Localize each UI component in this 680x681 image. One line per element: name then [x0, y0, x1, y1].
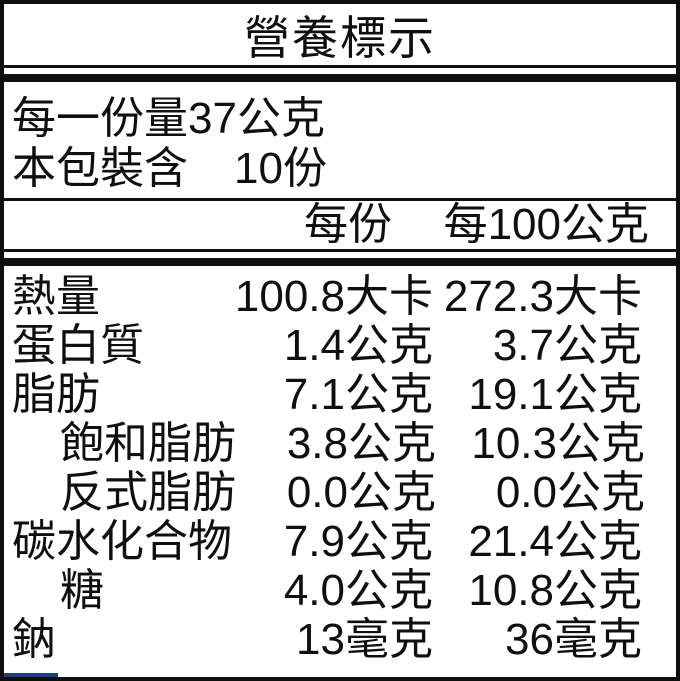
column-headers: 每份 每100公克: [12, 201, 668, 249]
nutrient-name: 反式脂肪: [60, 468, 236, 517]
per-100g-value: 10.3公克: [471, 419, 645, 468]
nutrient-name: 糖: [60, 566, 104, 615]
section-divider-top: [4, 74, 676, 82]
scan-artifact: [4, 673, 58, 677]
per-100g-header: 每100公克: [443, 200, 649, 249]
package-contains-label: 本包裝含: [12, 144, 188, 193]
section-divider-bottom: [4, 258, 676, 266]
per-serving-header: 每份: [304, 200, 392, 249]
per-100g-value: 0.0公克: [495, 468, 645, 517]
per-serving-value: 4.0公克: [283, 566, 433, 615]
label-title-box: 營養標示: [4, 4, 676, 68]
per-100g-value: 10.8公克: [468, 566, 642, 615]
per-serving-value: 0.0公克: [286, 468, 436, 517]
nutrients-table: 熱量 100.8大卡 272.3大卡 蛋白質 1.4公克 3.7公克 脂肪 7.…: [4, 266, 676, 677]
serving-info-section: 每一份量37公克 本包裝含 10份 每份 每100公克: [4, 82, 676, 252]
nutrient-name: 脂肪: [12, 370, 100, 419]
nutrient-name: 飽和脂肪: [60, 419, 236, 468]
per-serving-value: 3.8公克: [286, 419, 436, 468]
table-row: 脂肪 7.1公克 19.1公克: [12, 370, 668, 419]
per-serving-value: 7.9公克: [283, 517, 433, 566]
package-contains-line: 本包裝含 10份: [12, 144, 668, 194]
table-row: 反式脂肪 0.0公克 0.0公克: [12, 468, 668, 517]
table-row: 鈉 13毫克 36毫克: [12, 615, 668, 664]
per-serving-value: 100.8大卡: [234, 272, 433, 321]
label-title: 營養標示: [244, 11, 436, 64]
nutrient-name: 熱量: [12, 272, 100, 321]
table-row: 糖 4.0公克 10.8公克: [12, 566, 668, 615]
table-row: 熱量 100.8大卡 272.3大卡: [12, 272, 668, 321]
nutrient-name: 鈉: [12, 615, 56, 664]
nutrient-name: 碳水化合物: [12, 517, 232, 566]
per-100g-value: 21.4公克: [468, 517, 642, 566]
table-row: 蛋白質 1.4公克 3.7公克: [12, 321, 668, 370]
per-serving-value: 7.1公克: [283, 370, 433, 419]
per-100g-value: 272.3大卡: [443, 272, 642, 321]
serving-size-line: 每一份量37公克: [12, 94, 325, 143]
per-100g-value: 3.7公克: [492, 321, 642, 370]
column-header-spacer: [12, 201, 233, 249]
table-row: 飽和脂肪 3.8公克 10.3公克: [12, 419, 668, 468]
package-contains-value: 10份: [234, 144, 327, 193]
per-100g-value: 36毫克: [505, 615, 642, 664]
table-row: 碳水化合物 7.9公克 21.4公克: [12, 517, 668, 566]
per-100g-value: 19.1公克: [468, 370, 642, 419]
header-rule: [4, 198, 676, 201]
per-serving-value: 1.4公克: [283, 321, 433, 370]
per-serving-value: 13毫克: [296, 615, 433, 664]
nutrient-name: 蛋白質: [12, 321, 144, 370]
